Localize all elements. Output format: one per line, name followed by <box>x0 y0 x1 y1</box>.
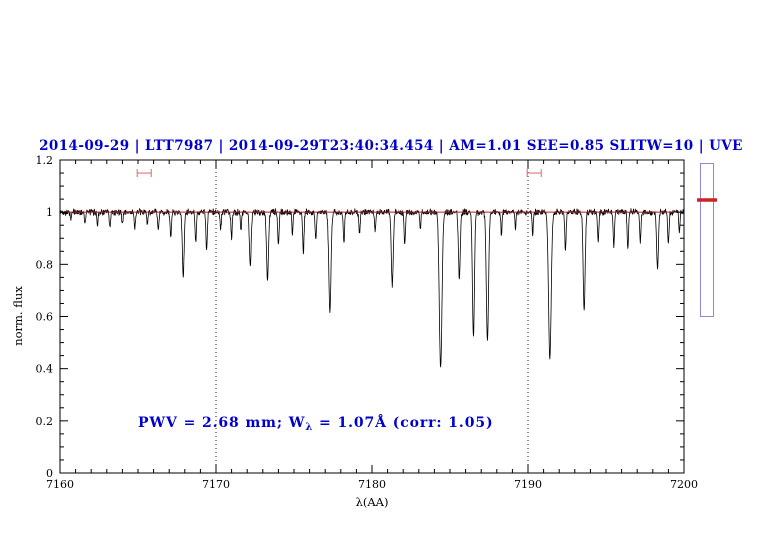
x-tick-label: 7180 <box>358 478 386 491</box>
x-tick-label: 7190 <box>514 478 542 491</box>
x-tick-label: 7170 <box>202 478 230 491</box>
y-tick-label: 1.2 <box>36 154 54 167</box>
y-tick-label: 0.6 <box>36 311 54 324</box>
y-tick-label: 1 <box>46 206 53 219</box>
gauge-box <box>700 163 714 317</box>
x-tick-label: 7160 <box>46 478 74 491</box>
y-tick-label: 0.8 <box>36 258 54 271</box>
y-tick-label: 0.4 <box>36 363 54 376</box>
pwv-annotation: PWV = 2.68 mm; Wλ = 1.07Å (corr: 1.05) <box>138 413 494 433</box>
y-tick-label: 0 <box>46 467 53 480</box>
plot-title: 2014-09-29 | LTT7987 | 2014-09-29T23:40:… <box>39 138 743 154</box>
annotation-part2: = 1.07Å (corr: 1.05) <box>313 413 493 431</box>
annotation-lambda-sub-icon: λ <box>305 422 313 433</box>
y-tick-label: 0.2 <box>36 415 54 428</box>
x-tick-label: 7200 <box>670 478 698 491</box>
y-axis-label: norm. flux <box>11 286 25 346</box>
spectrum-path <box>59 208 685 368</box>
annotation-part1: PWV = 2.68 mm; W <box>138 415 305 431</box>
plot-frame <box>59 159 685 474</box>
slit-gauge <box>697 163 717 317</box>
plot-content-layer: 7160 7170 7180 7190 7200 0 0.2 0.4 0.6 0.8 1 1.2 <box>36 154 699 491</box>
x-axis-label: λ(AA) <box>356 495 389 509</box>
